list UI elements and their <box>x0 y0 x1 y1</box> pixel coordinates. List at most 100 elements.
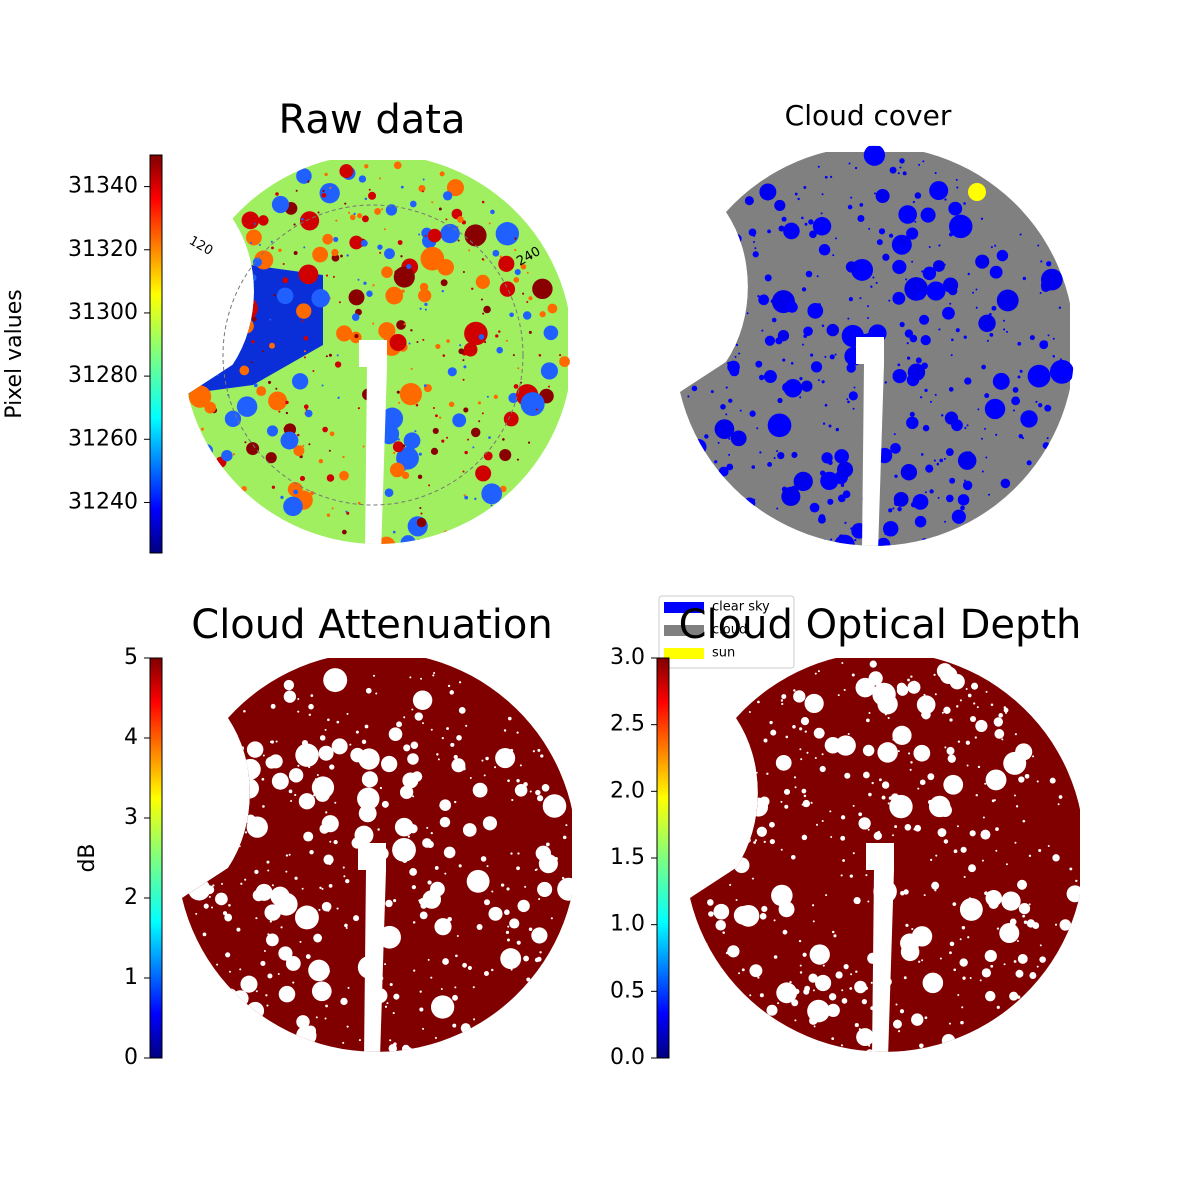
image-texture <box>801 834 808 841</box>
image-texture <box>494 766 497 769</box>
image-texture <box>310 694 314 697</box>
image-texture <box>1013 794 1016 797</box>
image-texture <box>845 545 848 546</box>
image-texture <box>400 185 404 189</box>
image-texture <box>535 408 538 411</box>
image-texture <box>341 529 347 535</box>
image-texture <box>293 489 299 495</box>
image-texture <box>505 930 510 934</box>
image-texture <box>375 692 378 695</box>
image-texture <box>173 844 180 851</box>
image-texture <box>877 830 881 834</box>
image-texture <box>328 353 332 357</box>
image-texture <box>1044 404 1052 412</box>
image-texture <box>296 1015 310 1029</box>
image-texture <box>452 994 458 1001</box>
image-texture <box>251 316 257 322</box>
image-texture <box>532 278 553 300</box>
image-texture <box>239 758 261 780</box>
image-texture <box>203 903 209 909</box>
image-texture <box>694 794 697 797</box>
image-texture <box>831 930 835 934</box>
image-texture <box>283 679 295 691</box>
image-texture <box>270 240 273 243</box>
image-texture <box>991 305 997 311</box>
image-texture <box>888 508 893 513</box>
image-texture <box>763 840 766 844</box>
image-texture <box>540 754 544 758</box>
image-texture <box>836 461 854 478</box>
image-texture <box>267 869 270 872</box>
image-texture <box>353 212 356 215</box>
image-texture <box>755 771 758 774</box>
image-texture <box>204 401 217 414</box>
image-texture <box>506 938 510 942</box>
image-texture <box>942 306 955 320</box>
image-texture <box>401 471 410 480</box>
image-texture <box>222 911 228 916</box>
image-texture <box>821 324 825 328</box>
image-texture <box>303 404 309 410</box>
image-texture <box>851 673 855 677</box>
image-texture <box>817 379 820 382</box>
image-texture <box>421 190 424 193</box>
image-texture <box>744 196 754 206</box>
image-texture <box>481 483 503 505</box>
image-texture <box>389 982 393 987</box>
image-texture <box>854 539 857 542</box>
image-texture <box>243 709 246 713</box>
image-texture <box>296 303 312 319</box>
image-texture <box>385 899 393 908</box>
image-texture <box>311 981 332 1002</box>
image-texture <box>799 377 803 381</box>
image-texture <box>802 343 805 346</box>
image-texture <box>314 778 317 781</box>
image-texture <box>432 674 435 677</box>
image-texture <box>859 203 864 207</box>
image-texture <box>316 774 319 777</box>
image-texture <box>256 386 267 397</box>
image-texture <box>990 703 994 706</box>
image-texture <box>462 270 465 274</box>
image-texture <box>780 800 783 803</box>
image-texture <box>388 1044 398 1052</box>
image-texture <box>557 877 577 901</box>
image-texture <box>911 927 914 931</box>
image-texture <box>288 789 293 794</box>
image-texture <box>358 175 367 183</box>
image-texture <box>870 981 873 984</box>
image-texture <box>432 427 439 434</box>
image-texture <box>991 799 995 803</box>
image-texture <box>347 211 351 214</box>
image-texture <box>1013 399 1016 402</box>
image-texture <box>1018 433 1023 439</box>
image-texture <box>924 388 928 393</box>
image-texture <box>976 706 979 709</box>
image-texture <box>718 466 729 477</box>
image-texture <box>334 361 342 368</box>
image-texture <box>853 386 856 389</box>
image-texture <box>703 814 706 817</box>
image-texture <box>845 745 852 752</box>
image-texture <box>269 318 272 321</box>
image-texture <box>196 272 199 275</box>
image-texture <box>1027 364 1051 388</box>
image-texture <box>379 177 382 180</box>
image-texture <box>377 828 380 831</box>
image-texture <box>759 300 762 303</box>
image-texture <box>456 735 462 741</box>
image-texture <box>439 816 451 828</box>
image-texture <box>1037 403 1043 408</box>
image-texture <box>862 744 875 757</box>
image-texture <box>930 858 933 862</box>
image-texture <box>336 720 340 724</box>
colorbar-tick-label: 2 <box>124 885 138 910</box>
image-texture <box>340 254 343 258</box>
image-texture <box>540 362 558 380</box>
image-texture <box>368 188 371 191</box>
image-texture <box>733 310 736 313</box>
image-texture <box>967 693 972 698</box>
image-texture <box>345 510 348 513</box>
image-texture <box>514 237 517 240</box>
image-texture <box>727 945 740 958</box>
